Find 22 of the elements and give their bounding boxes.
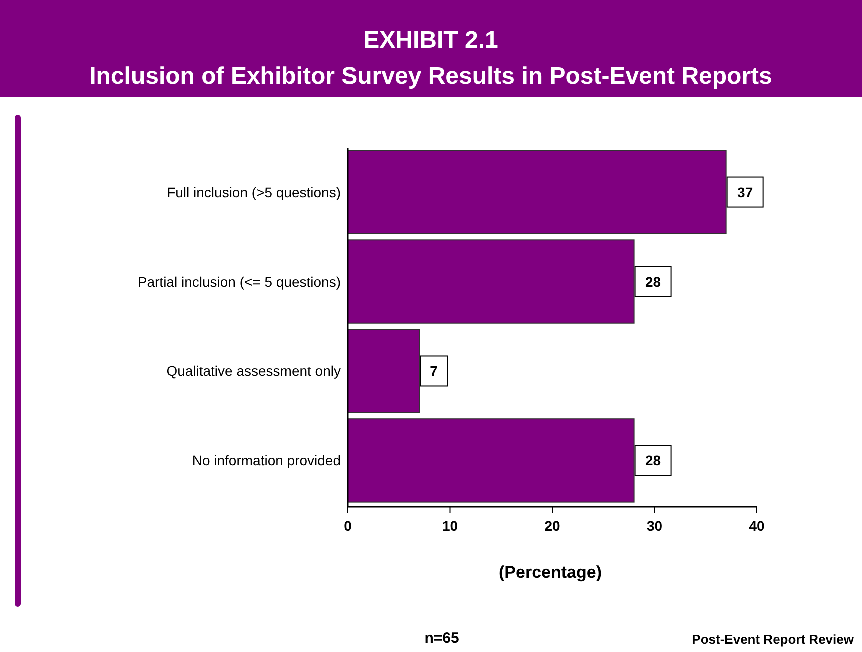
- x-tick-label: 30: [646, 518, 663, 534]
- y-tick-label: Partial inclusion (<= 5 questions): [138, 274, 341, 290]
- bar: [348, 329, 420, 414]
- chart-title: EXHIBIT 2.1: [364, 27, 498, 54]
- text: n=65: [424, 630, 460, 647]
- x-tick-label: 10: [442, 518, 458, 534]
- data-label: 28: [646, 452, 662, 469]
- y-tick-label: No information provided: [192, 452, 341, 469]
- text: Post-Event Report Review: [692, 632, 855, 647]
- x-tick-label: 40: [749, 518, 765, 534]
- y-tick-label: Full inclusion (>5 questions): [167, 184, 341, 200]
- bar: [348, 240, 635, 324]
- x-tick-label: 0: [344, 518, 352, 534]
- y-tick-label: Qualitative assessment only: [166, 363, 341, 380]
- data-label: 37: [738, 184, 754, 200]
- bar: [348, 418, 635, 503]
- data-label: 7: [430, 363, 438, 380]
- x-axis-title: (Percentage): [499, 563, 602, 582]
- x-tick-label: 20: [544, 518, 560, 534]
- data-label: 28: [646, 274, 662, 290]
- bar: [348, 150, 727, 234]
- chart-subtitle: Inclusion of Exhibitor Survey Results in Post-Event Reports: [90, 63, 772, 90]
